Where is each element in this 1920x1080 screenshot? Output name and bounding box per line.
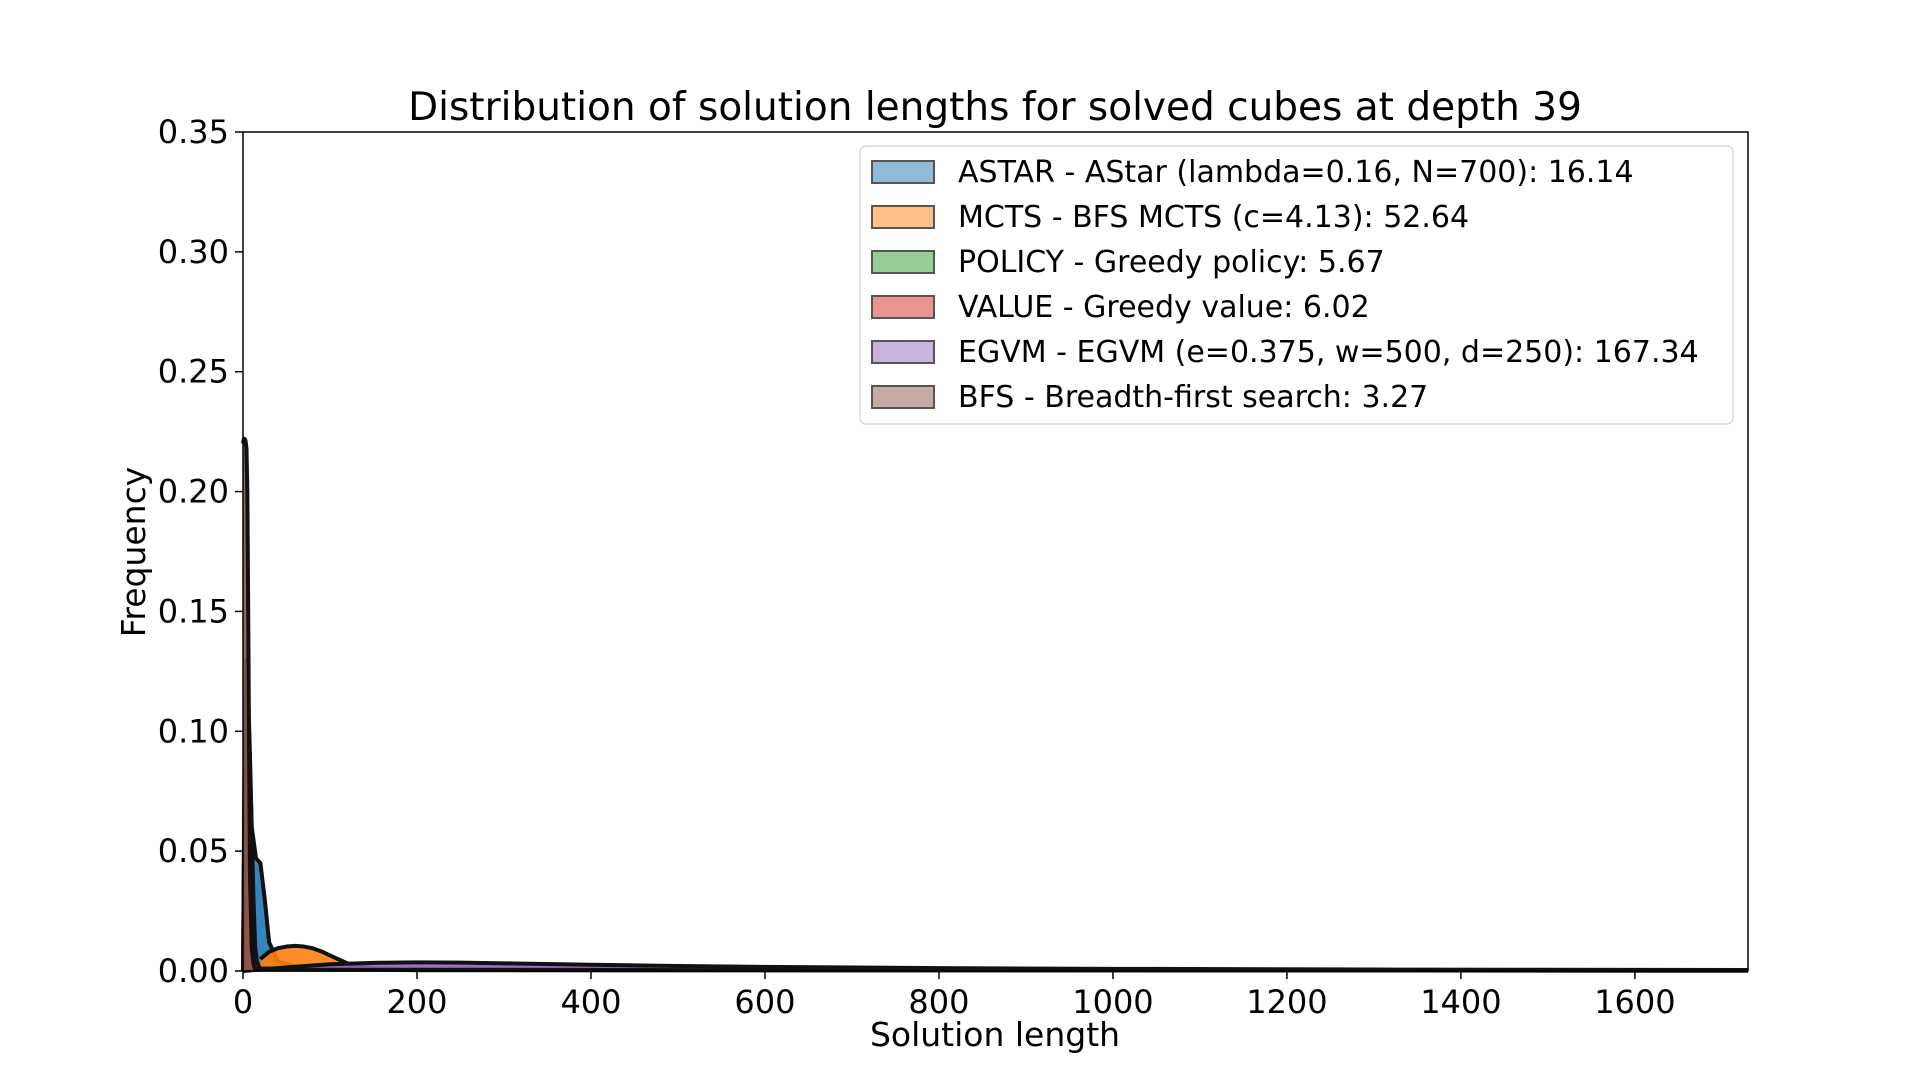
x-tick-label: 400 (560, 983, 621, 1021)
legend-label: VALUE - Greedy value: 6.02 (958, 290, 1370, 325)
x-tick-label: 1200 (1246, 983, 1327, 1021)
legend-swatch (871, 205, 935, 229)
series-area-0 (243, 671, 1748, 971)
legend-label: BFS - Breadth-first search: 3.27 (958, 380, 1428, 415)
legend-label: EGVM - EGVM (e=0.375, w=500, d=250): 167… (958, 335, 1699, 370)
y-tick-label: 0.00 (158, 952, 229, 990)
legend-swatch (871, 295, 935, 319)
y-tick-label: 0.05 (158, 832, 229, 870)
x-axis-label: Solution length (870, 1015, 1120, 1054)
x-tick-label: 600 (734, 983, 795, 1021)
y-tick-label: 0.25 (158, 353, 229, 391)
series-area-5 (243, 438, 1748, 972)
series-line-3 (241, 657, 1749, 973)
x-tick-label: 200 (386, 983, 447, 1021)
legend-swatch (871, 160, 935, 184)
legend-swatch (871, 385, 935, 409)
series-area-3 (243, 659, 1748, 971)
series-area-2 (243, 683, 1748, 971)
plot-frame (242, 131, 1749, 972)
x-tick-label: 0 (233, 983, 253, 1021)
legend-swatch (871, 250, 935, 274)
y-axis-label: Frequency (114, 467, 153, 637)
series-line-2 (241, 681, 1749, 973)
y-tick-label: 0.20 (158, 473, 229, 511)
legend-swatch (871, 340, 935, 364)
y-tick-label: 0.15 (158, 592, 229, 630)
series-line-5 (241, 436, 1749, 973)
series-layer (241, 436, 1749, 973)
legend: ASTAR - AStar (lambda=0.16, N=700): 16.1… (859, 145, 1734, 425)
legend-frame (859, 145, 1734, 425)
y-tick-label: 0.35 (158, 113, 229, 151)
chart-title: Distribution of solution lengths for sol… (408, 85, 1582, 130)
legend-label: MCTS - BFS MCTS (c=4.13): 52.64 (958, 200, 1469, 235)
y-axis: 0.00 0.05 0.10 0.15 0.20 0.25 0.30 0.35 (158, 113, 243, 990)
y-tick-label: 0.30 (158, 233, 229, 271)
x-tick-label: 800 (908, 983, 969, 1021)
series-line-0 (241, 669, 1749, 973)
legend-label: ASTAR - AStar (lambda=0.16, N=700): 16.1… (958, 155, 1634, 190)
x-tick-label: 1600 (1594, 983, 1675, 1021)
y-tick-label: 0.10 (158, 712, 229, 750)
x-tick-label: 1400 (1420, 983, 1501, 1021)
x-axis: 0 200 400 600 800 1000 1200 1400 1600 (233, 971, 1676, 1021)
x-tick-label: 1000 (1072, 983, 1153, 1021)
legend-label: POLICY - Greedy policy: 5.67 (958, 245, 1385, 280)
